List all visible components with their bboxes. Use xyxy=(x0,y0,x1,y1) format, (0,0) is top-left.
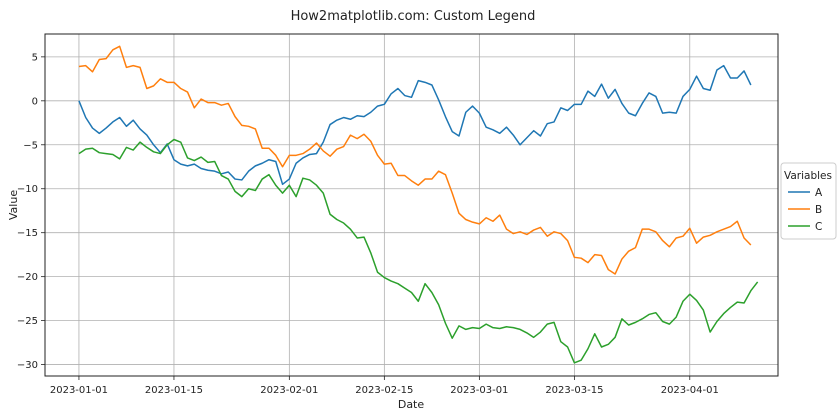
y-tick-label: −15 xyxy=(17,228,38,239)
x-axis-label: Date xyxy=(398,398,425,411)
legend-label-b: B xyxy=(815,204,822,216)
y-tick-label: 0 xyxy=(32,96,38,107)
y-tick-label: −10 xyxy=(17,184,38,195)
legend: Variables A B C xyxy=(780,162,837,240)
x-tick-label: 2023-04-01 xyxy=(661,385,719,396)
y-tick-label: 5 xyxy=(32,52,38,63)
x-tick-label: 2023-01-15 xyxy=(145,385,203,396)
grid-lines xyxy=(45,34,778,376)
legend-title: Variables xyxy=(784,170,832,182)
x-tick-label: 2023-03-15 xyxy=(545,385,603,396)
y-axis-ticks: 5 0 −5 −10 −15 −20 −25 −30 xyxy=(17,52,45,371)
x-axis-ticks: 2023-01-01 2023-01-15 2023-02-01 2023-02-15… xyxy=(50,376,719,396)
legend-item: A xyxy=(788,187,823,199)
legend-item: C xyxy=(788,221,822,233)
series-lines xyxy=(78,45,759,364)
x-tick-label: 2023-01-01 xyxy=(50,385,108,396)
legend-label-c: C xyxy=(815,221,822,233)
plot-area-frame xyxy=(44,33,779,377)
x-tick-label: 2023-02-01 xyxy=(260,385,318,396)
y-tick-label: −20 xyxy=(17,272,38,283)
x-tick-label: 2023-02-15 xyxy=(355,385,413,396)
y-tick-label: −5 xyxy=(23,140,38,151)
y-axis-label: Value xyxy=(7,190,20,220)
y-tick-label: −30 xyxy=(17,360,38,371)
series-line-a xyxy=(78,64,752,186)
chart-title: How2matplotlib.com: Custom Legend xyxy=(291,9,536,24)
x-tick-label: 2023-03-01 xyxy=(450,385,508,396)
series-line-b xyxy=(78,45,752,275)
y-tick-label: −25 xyxy=(17,316,38,327)
series-line-c xyxy=(78,138,759,364)
legend-label-a: A xyxy=(815,187,823,199)
legend-item: B xyxy=(788,204,822,216)
legend-box xyxy=(780,162,837,240)
